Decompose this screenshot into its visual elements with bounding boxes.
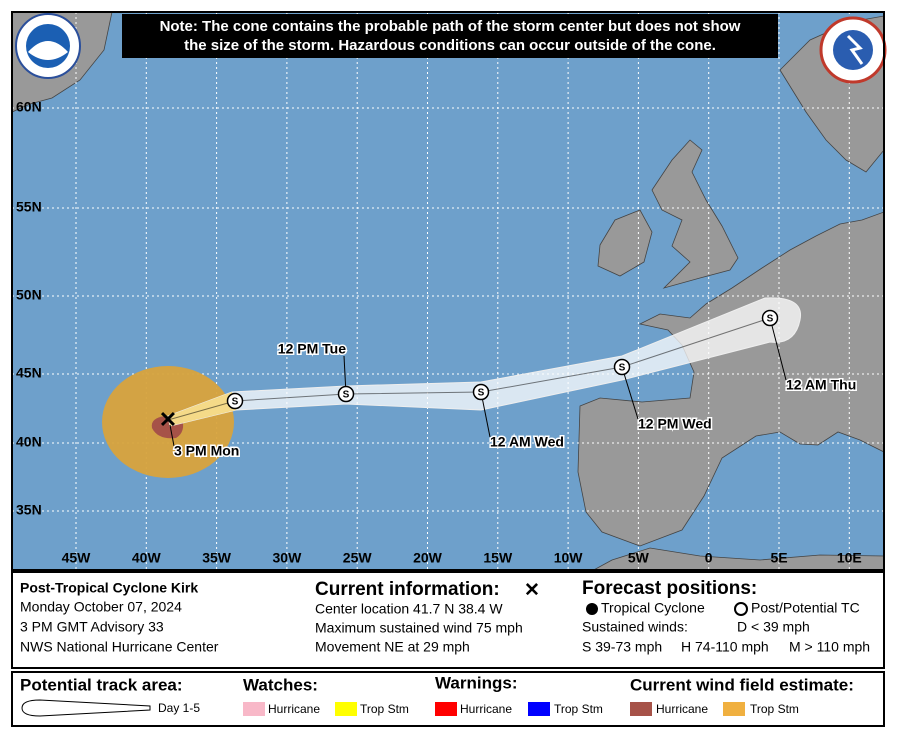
lat-label: 35N [16, 502, 42, 518]
current-label: 3 PM Mon [174, 443, 239, 459]
current-title: Current information: [315, 579, 500, 600]
forecast-label: 12 PM Wed [638, 416, 712, 432]
wind-h: H 74-110 mph [681, 639, 769, 655]
forecast-point [761, 309, 779, 327]
lon-label: 45W [62, 550, 92, 566]
tc-label: Tropical Cyclone [601, 600, 705, 616]
point-symbol: S [232, 397, 239, 408]
swatch [243, 702, 265, 716]
track-line [167, 317, 771, 421]
forecast-title: Forecast positions: [582, 578, 757, 599]
current-line: Movement NE at 29 mph [315, 639, 470, 655]
note-line: the size of the storm. Hazardous conditi… [184, 37, 716, 54]
advisory: 3 PM GMT Advisory 33 [20, 619, 164, 635]
swatch [528, 702, 550, 716]
info-panel [11, 571, 885, 669]
ptc-icon [734, 602, 748, 616]
current-icon: ✕ [524, 580, 540, 601]
warning-item: Hurricane [460, 702, 512, 716]
lon-label: 25W [343, 550, 373, 566]
leader-line [621, 366, 639, 420]
swatch [630, 702, 652, 716]
wind-m: M > 110 mph [789, 639, 870, 655]
lon-label: 15W [483, 550, 513, 566]
track-item: Day 1-5 [158, 701, 200, 715]
lon-label: 5E [770, 550, 787, 566]
lon-label: 5W [628, 550, 650, 566]
forecast-cone [167, 297, 802, 427]
forecast-label: 12 PM Tue [278, 341, 346, 357]
lon-label: 20W [413, 550, 443, 566]
watches-title: Watches: [243, 675, 318, 694]
nws-logo [819, 16, 887, 84]
track-icon [21, 699, 151, 717]
point-symbol: S [478, 388, 485, 399]
lat-label: 50N [16, 287, 42, 303]
forecast-label: 12 AM Wed [490, 434, 564, 450]
watch-item: Hurricane [268, 702, 320, 716]
wind-s: S 39-73 mph [582, 639, 662, 655]
point-symbol: S [343, 390, 350, 401]
ptc-label: Post/Potential TC [751, 600, 860, 616]
legend-panel [11, 671, 885, 727]
lon-label: 10E [837, 550, 862, 566]
note-box [122, 14, 778, 58]
storm-name: Post-Tropical Cyclone Kirk [20, 580, 198, 596]
track: 12 PM Tue S 12 AM Wed S 12 PM Wed S 12 AM Thu S… [167, 309, 858, 451]
wind-title: Current wind field estimate: [630, 675, 854, 694]
current-line: Center location 41.7 N 38.4 W [315, 601, 503, 617]
point-symbol: S [767, 314, 774, 325]
storm-date: Monday October 07, 2024 [20, 599, 182, 615]
lat-label: 45N [16, 365, 42, 381]
noaa-logo [15, 13, 81, 79]
forecast-label: 12 AM Thu [786, 377, 856, 393]
cone-day1 [168, 392, 236, 426]
note-line: Note: The cone contains the probable pat… [160, 18, 741, 35]
swatch [435, 702, 457, 716]
track-title: Potential track area: [20, 675, 183, 694]
lat-label: 55N [16, 199, 42, 215]
lon-label: 35W [202, 550, 232, 566]
wind-item: Trop Stm [750, 702, 799, 716]
leader-line [169, 424, 175, 447]
lon-label: 0 [705, 550, 713, 566]
forecast-point [613, 358, 631, 376]
swatch [723, 702, 745, 716]
watch-item: Trop Stm [360, 702, 409, 716]
point-symbol: S [619, 363, 626, 374]
office: NWS National Hurricane Center [20, 639, 219, 655]
current-position: ✕ [159, 407, 177, 432]
tc-icon [586, 603, 598, 615]
forecast-point [226, 392, 244, 410]
wind-d: D < 39 mph [737, 619, 810, 635]
warnings-title: Warnings: [435, 673, 517, 692]
lon-label: 10W [554, 550, 584, 566]
forecast-point [472, 383, 490, 401]
map-frame [11, 11, 885, 571]
forecast-point [337, 385, 355, 403]
lon-label: 30W [273, 550, 303, 566]
lat-label: 40N [16, 434, 42, 450]
current-line: Maximum sustained wind 75 mph [315, 620, 523, 636]
lat-label: 60N [16, 99, 42, 115]
graticule [12, 12, 884, 570]
winds-title: Sustained winds: [582, 619, 688, 635]
swatch [335, 702, 357, 716]
warning-item: Trop Stm [554, 702, 603, 716]
wind-item: Hurricane [656, 702, 708, 716]
leader-line [769, 317, 787, 381]
lon-label: 40W [132, 550, 162, 566]
